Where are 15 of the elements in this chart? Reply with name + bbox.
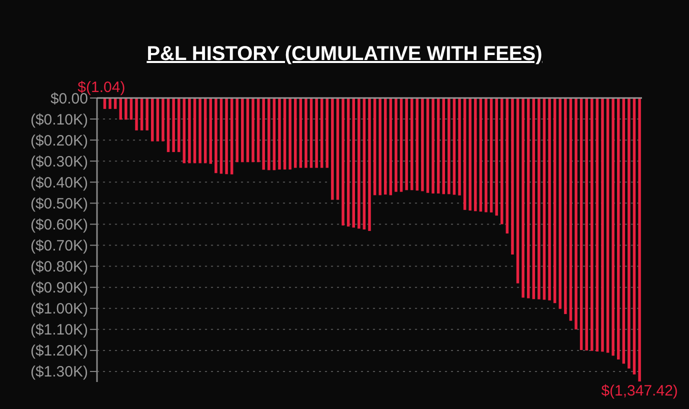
y-tick-label: ($0.40K) bbox=[30, 174, 88, 192]
y-tick-label: ($0.10K) bbox=[30, 111, 88, 128]
y-tick-label: ($1.30K) bbox=[30, 364, 88, 381]
data-label: $(1,347.42) bbox=[601, 382, 678, 400]
y-tick-label: ($1.20K) bbox=[30, 342, 88, 360]
y-tick-label: ($0.80K) bbox=[30, 258, 88, 276]
y-tick-label: ($0.50K) bbox=[30, 195, 88, 212]
y-tick-label: ($0.20K) bbox=[30, 132, 88, 150]
y-tick-label: ($0.60K) bbox=[30, 216, 88, 234]
y-tick-label: ($1.10K) bbox=[30, 322, 88, 339]
y-tick-label: ($0.70K) bbox=[30, 238, 88, 255]
y-tick-label: ($0.90K) bbox=[30, 280, 88, 297]
y-tick-label: ($0.30K) bbox=[30, 153, 88, 170]
y-tick-label: ($1.00K) bbox=[30, 300, 88, 318]
chart-title: P&L HISTORY (CUMULATIVE WITH FEES) bbox=[146, 43, 542, 65]
